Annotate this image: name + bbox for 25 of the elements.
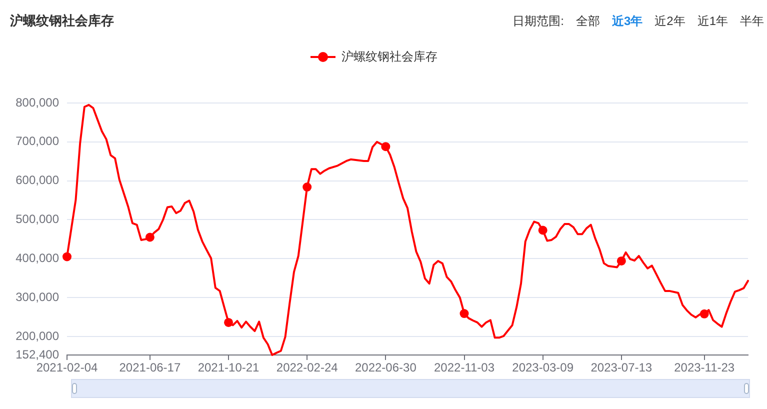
- x-tick-label: 2023-07-13: [590, 360, 652, 375]
- x-tick-label: 2021-02-04: [36, 360, 98, 375]
- text: 近3年: [612, 13, 643, 30]
- text: 半年: [740, 13, 764, 30]
- y-tick-label: 700,000: [16, 134, 60, 148]
- text: 全部: [576, 13, 600, 30]
- x-tick-label: 2022-06-30: [354, 360, 417, 375]
- x-tick-label: 2023-11-23: [674, 360, 735, 375]
- text: 日期范围:: [512, 13, 564, 30]
- legend-label: 沪螺纹钢社会库存: [342, 49, 438, 64]
- y-tick-label: 500,000: [16, 212, 60, 226]
- y-tick-label: 300,000: [16, 290, 60, 304]
- y-tick-label: 600,000: [16, 173, 60, 188]
- y-tick-label: 200,000: [16, 328, 60, 343]
- y-tick-label: 400,000: [16, 250, 60, 265]
- x-tick-label: 2022-02-24: [276, 360, 338, 375]
- x-tick-label: 2022-11-03: [434, 360, 495, 375]
- y-tick-label: 800,000: [16, 95, 60, 110]
- x-tick-label: 2021-10-21: [198, 360, 260, 375]
- chart-title: 沪螺纹钢社会库存: [10, 12, 114, 30]
- x-tick-label: 2021-06-17: [119, 360, 181, 375]
- x-tick-label: 2023-03-09: [512, 360, 574, 375]
- y-tick-label: 152,400: [16, 347, 60, 362]
- text: 近2年: [654, 13, 686, 30]
- text: 近1年: [697, 13, 728, 30]
